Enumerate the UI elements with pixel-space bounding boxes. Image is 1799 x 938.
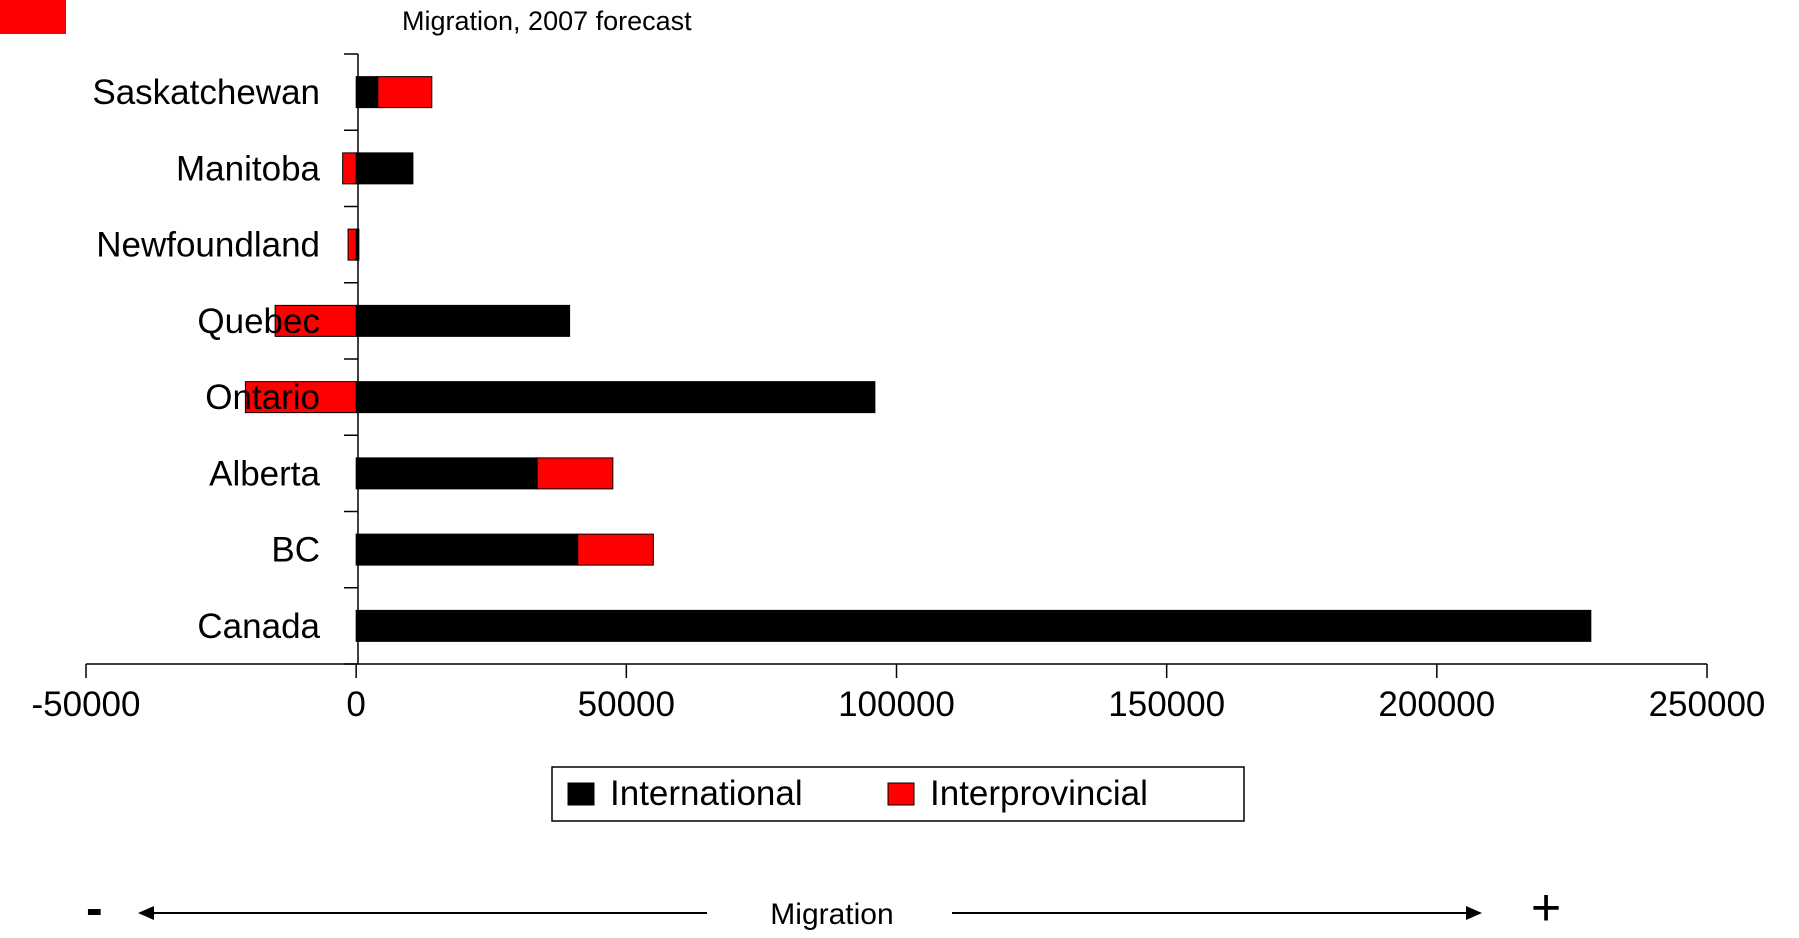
right-arrowhead-icon [1466,906,1482,920]
corner-swatch [0,0,66,34]
category-label: Manitoba [176,149,321,188]
left-arrowhead-icon [138,906,154,920]
legend-swatch-international [567,782,595,806]
bar-alberta-international [355,457,538,490]
bar-manitoba-international [355,152,414,185]
bar-saskatchewan-interprovincial [377,76,433,109]
bar-saskatchewan-international [355,76,379,109]
category-label: Canada [197,607,320,646]
x-tick-label: 150000 [1108,685,1225,724]
category-label: Alberta [209,454,320,493]
bar-quebec-interprovincial [274,304,357,337]
x-tick-label: 50000 [578,685,675,724]
bar-newfoundland-interprovincial [347,228,357,261]
category-label: Newfoundland [96,226,320,265]
bar-canada-international [355,609,1592,642]
x-tick-label: -50000 [32,685,141,724]
category-label: Quebec [197,302,320,341]
x-tick-label: 0 [346,685,365,724]
bar-manitoba-interprovincial [342,152,357,185]
bar-quebec-international [355,304,571,337]
bar-ontario-international [355,381,876,414]
category-label: Saskatchewan [92,73,320,112]
x-tick-label: 100000 [838,685,955,724]
bar-bc-international [355,533,579,566]
bars [244,76,1592,642]
category-labels: Saskatchewan Manitoba Newfoundland Quebec On… [92,73,320,646]
category-label: Ontario [205,378,320,417]
legend-label-interprovincial: Interprovincial [930,774,1148,813]
bottom-caption: - Migration + [86,879,1561,937]
chart-title: Migration, 2007 forecast [402,6,692,36]
bar-ontario-interprovincial [244,381,357,414]
legend-swatch-interprovincial [887,782,915,806]
legend: International Interprovincial [551,766,1245,822]
x-tick-label: 250000 [1649,685,1766,724]
bar-alberta-interprovincial [536,457,614,490]
category-label: BC [271,531,320,570]
bar-bc-interprovincial [577,533,654,566]
migration-caption: Migration [770,898,893,931]
plus-sign: + [1531,879,1561,933]
legend-label-international: International [610,774,803,813]
x-tick-label: 200000 [1378,685,1495,724]
minus-sign: - [86,880,103,933]
axes: -50000 0 50000 100000 150000 200000 250000 [32,53,1766,724]
